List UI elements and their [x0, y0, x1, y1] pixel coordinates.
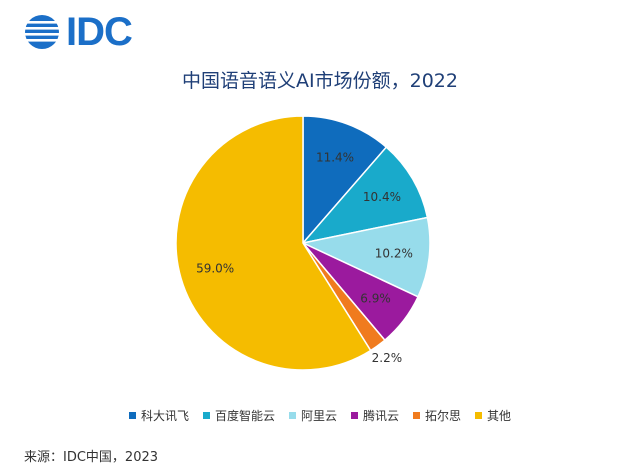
legend-item-2: 阿里云 — [288, 407, 337, 424]
pie-slice-0 — [302, 115, 388, 246]
chart-legend: 科大讯飞 百度智能云 阿里云 腾讯云 拓尔思 其他 — [0, 407, 640, 424]
legend-swatch — [128, 412, 136, 419]
data-label-5: 59.0% — [196, 261, 234, 275]
globe-icon — [25, 15, 59, 49]
data-label-0: 11.4% — [316, 150, 354, 164]
source-note: 来源：IDC中国，2023 — [24, 450, 159, 465]
legend-item-4: 拓尔思 — [413, 407, 461, 424]
legend-label: 科大讯飞 — [140, 409, 189, 423]
idc-logo: IDC — [24, 10, 133, 54]
legend-swatch — [202, 412, 210, 419]
data-label-4: 2.2% — [372, 351, 403, 365]
legend-swatch — [413, 412, 421, 419]
legend-label: 百度智能云 — [214, 409, 275, 423]
pie-slice-5 — [175, 115, 372, 371]
data-label-2: 10.2% — [375, 247, 413, 261]
legend-swatch — [288, 412, 296, 419]
legend-item-5: 其他 — [475, 407, 511, 424]
legend-label: 腾讯云 — [363, 409, 400, 423]
legend-label: 其他 — [487, 409, 512, 423]
legend-swatch — [475, 412, 483, 419]
legend-item-3: 腾讯云 — [351, 407, 399, 424]
legend-label: 阿里云 — [300, 409, 337, 423]
pie-chart: 11.4% 10.4% 10.2% 6.9% 2.2% 59.0% — [175, 115, 431, 371]
chart-title: 中国语音语义AI市场份额，2022 — [182, 70, 458, 92]
pie-slice-2 — [300, 216, 431, 298]
legend-item-1: 百度智能云 — [202, 407, 275, 424]
logo-text: IDC — [66, 10, 133, 54]
legend-label: 拓尔思 — [425, 409, 462, 423]
data-label-3: 6.9% — [360, 292, 391, 306]
legend-swatch — [351, 412, 358, 419]
pie-slice-1 — [300, 146, 429, 245]
data-label-1: 10.4% — [363, 190, 401, 204]
legend-item-0: 科大讯飞 — [128, 407, 189, 424]
